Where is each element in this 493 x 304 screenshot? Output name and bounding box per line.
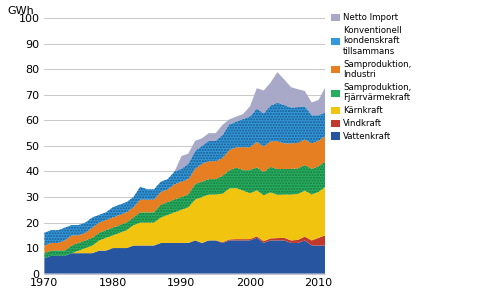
Legend: Netto Import, Konventionell
kondenskraft
tillsammans, Samproduktion,
Industri, S: Netto Import, Konventionell kondenskraft… xyxy=(331,13,411,141)
Text: GWh: GWh xyxy=(8,6,35,16)
